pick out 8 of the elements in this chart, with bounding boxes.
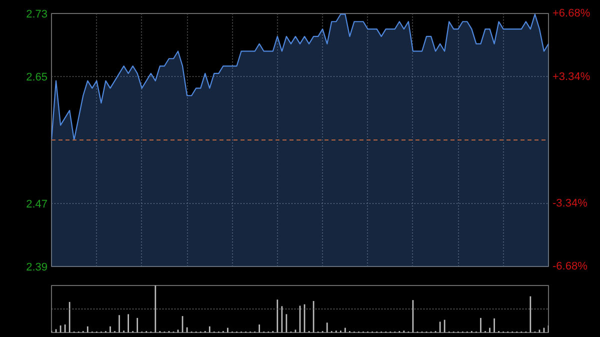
- y2-tick-label: +6.68%: [552, 8, 590, 20]
- y-tick-label: 2.47: [26, 198, 48, 211]
- y-tick-label: 2.65: [26, 71, 48, 84]
- y2-tick-label: +3.34%: [552, 70, 590, 83]
- y-tick-label: 2.39: [26, 262, 48, 274]
- y2-tick-label: -6.68%: [552, 260, 588, 272]
- y-tick-label: 2.73: [26, 8, 48, 20]
- y2-tick-label: -3.34%: [552, 197, 588, 210]
